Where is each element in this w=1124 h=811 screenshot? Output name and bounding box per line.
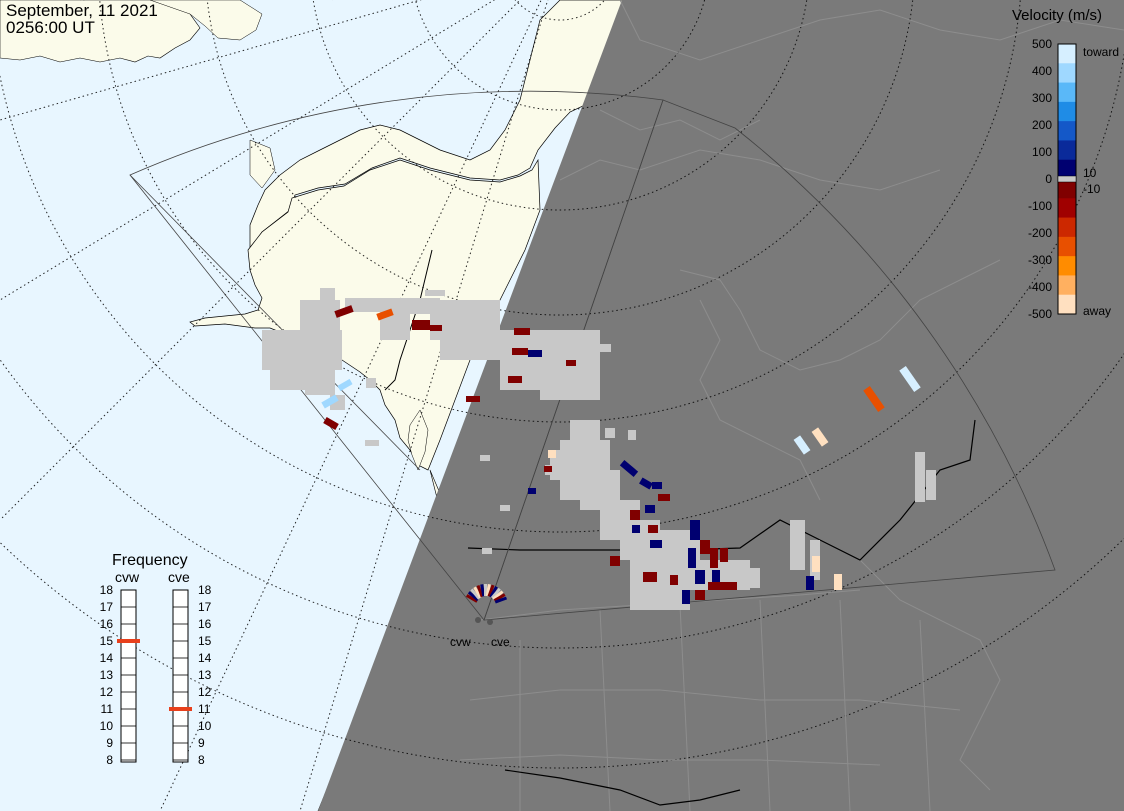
frequency-tick-right: 10 xyxy=(198,719,212,733)
night-coastlines xyxy=(459,0,1124,811)
radar-echo-cells xyxy=(262,288,936,610)
siberia-peninsula xyxy=(149,0,263,41)
colorbar-segment xyxy=(1058,217,1076,238)
chukotka-coast xyxy=(249,139,276,189)
frequency-tick-left: 15 xyxy=(100,634,114,648)
frequency-tick-right: 15 xyxy=(198,634,212,648)
frequency-tick-right: 11 xyxy=(198,702,211,716)
colorbar-segment xyxy=(1058,63,1076,84)
colorbar-tick-label: -500 xyxy=(1028,307,1052,321)
site-label-cve: cve xyxy=(491,635,510,649)
frequency-tick-right: 9 xyxy=(198,736,205,750)
frequency-tick-right: 8 xyxy=(198,753,205,767)
frequency-tick-left: 14 xyxy=(100,651,114,665)
frequency-marker-cve xyxy=(169,707,192,711)
colorbar-tick-label: 100 xyxy=(1032,145,1052,159)
frequency-tick-right: 13 xyxy=(198,668,212,682)
colorbar-tick-label: -100 xyxy=(1028,199,1052,213)
frequency-tick-right: 17 xyxy=(198,600,212,614)
velocity-colorbar: Velocity (m/s) 500 400 300 200 100 0 -100 -200 -… xyxy=(1012,7,1119,321)
frequency-tick-right: 16 xyxy=(198,617,212,631)
colorbar-label-away: away xyxy=(1083,304,1111,318)
colorbar-segment xyxy=(1058,140,1076,161)
frequency-tick-left: 18 xyxy=(100,583,114,597)
date-label: September, 11 2021 xyxy=(6,1,158,20)
colorbar-title: Velocity (m/s) xyxy=(1012,7,1102,24)
colorbar-segment xyxy=(1058,101,1076,122)
frequency-tick-right: 18 xyxy=(198,583,212,597)
frequency-tick-left: 13 xyxy=(100,668,114,682)
colorbar-tick-label: 200 xyxy=(1032,118,1052,132)
colorbar-segment xyxy=(1058,82,1076,103)
alaska-canada-border xyxy=(384,249,433,391)
alaska-body xyxy=(189,158,541,471)
colorbar-segment xyxy=(1058,44,1076,64)
colorbar-tick-label: 300 xyxy=(1032,91,1052,105)
colorbar-zero-band xyxy=(1057,175,1077,183)
night-region xyxy=(318,0,1124,811)
colorbar-segment xyxy=(1058,198,1076,219)
alaska-landmass xyxy=(249,0,641,252)
alaska-islands xyxy=(407,409,429,471)
colorbar-segment xyxy=(1058,236,1076,257)
colorbar-segment xyxy=(1058,159,1076,180)
colorbar-threshold-pos: 10 xyxy=(1083,166,1097,180)
colorbar-segment xyxy=(1058,179,1076,199)
siberia-landmass xyxy=(0,0,201,63)
colorbar-segment xyxy=(1058,275,1076,296)
colorbar-segment xyxy=(1058,294,1076,315)
colorbar-tick-label: 500 xyxy=(1032,37,1052,51)
time-label: 0256:00 UT xyxy=(6,18,95,37)
frequency-title: Frequency xyxy=(112,552,188,569)
frequency-tick-left: 11 xyxy=(101,702,114,716)
colorbar-label-toward: toward xyxy=(1083,45,1119,59)
colorbar-tick-label: -200 xyxy=(1028,226,1052,240)
frequency-marker-cvw xyxy=(117,639,140,643)
colorbar-segment xyxy=(1058,121,1076,141)
colorbar-segment xyxy=(1058,256,1076,276)
colorbar-tick-label: -400 xyxy=(1028,280,1052,294)
radar-site-markers: cvw cve xyxy=(450,617,510,649)
site-label-cvw: cvw xyxy=(450,635,471,649)
frequency-tick-right: 14 xyxy=(198,651,212,665)
frequency-tick-left: 17 xyxy=(100,600,114,614)
colorbar-tick-label: 0 xyxy=(1045,172,1052,186)
radar-fov-outlines xyxy=(129,90,1056,621)
frequency-tick-left: 10 xyxy=(100,719,114,733)
frequency-label-cvw: cvw xyxy=(115,569,140,585)
frequency-tick-left: 9 xyxy=(106,736,113,750)
frequency-tick-left: 16 xyxy=(100,617,114,631)
colorbar-tick-label: -300 xyxy=(1028,253,1052,267)
frequency-tick-left: 12 xyxy=(100,685,114,699)
frequency-label-cve: cve xyxy=(168,569,190,585)
frequency-tick-left: 8 xyxy=(106,753,113,767)
frequency-panel: Frequency cvw cve 18 18 17 17 16 16 15 15 14 14 13… xyxy=(100,552,212,767)
colorbar-threshold-neg: -10 xyxy=(1083,182,1101,196)
frequency-tick-right: 12 xyxy=(198,685,212,699)
colorbar-tick-label: 400 xyxy=(1032,64,1052,78)
